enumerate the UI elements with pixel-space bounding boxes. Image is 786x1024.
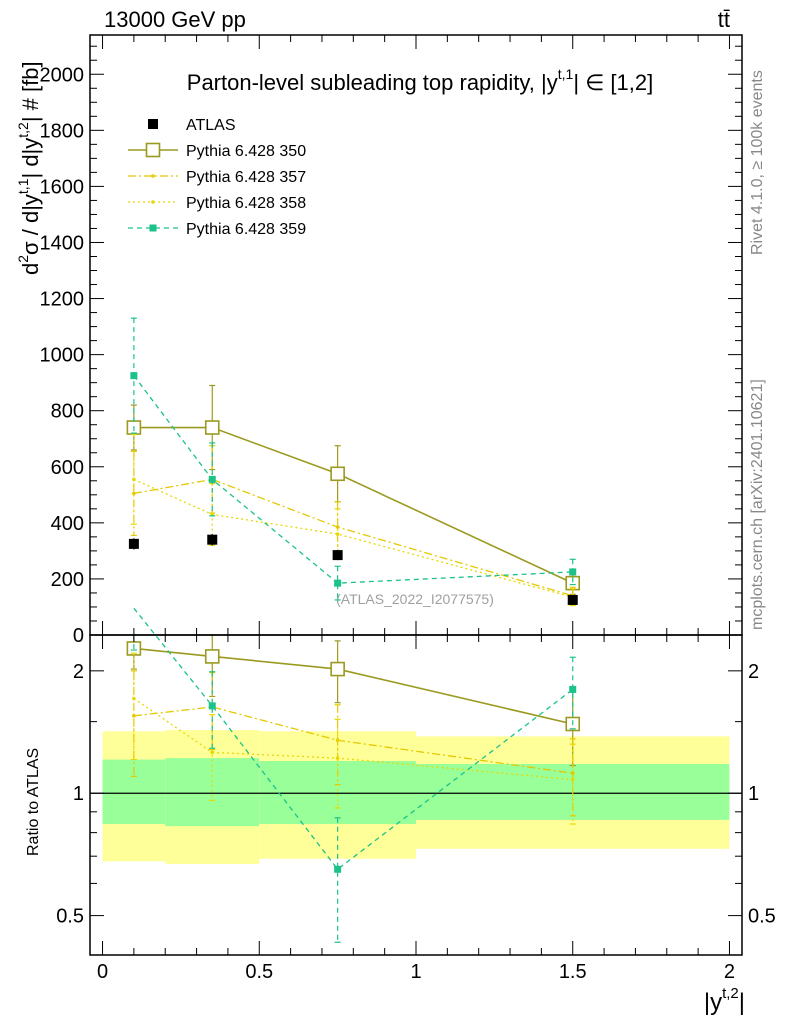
y-tick-label: 800 (51, 401, 84, 423)
x-label-tail: | (739, 989, 745, 1016)
y-label-d: d (18, 263, 43, 275)
atlas-data-point (128, 538, 139, 549)
chart-title-tail: | ∈ [1,2] (573, 70, 653, 95)
atlas-data-point (567, 594, 578, 605)
y-tick-label: 400 (51, 513, 84, 535)
x-tick-label: 1 (410, 961, 421, 983)
y-label-sup-2: 2 (15, 255, 31, 263)
x-tick-label: 0.5 (245, 961, 273, 983)
data-point-marker (132, 477, 136, 482)
data-point-marker (335, 532, 340, 536)
ratio-tick-label: 1 (73, 783, 84, 805)
y-tick-label: 2000 (40, 64, 85, 86)
y-tick-label: 1200 (40, 289, 85, 311)
legend-label-p359: Pythia 6.428 359 (186, 221, 306, 238)
data-point-marker (130, 372, 138, 380)
x-tick-label: 1.5 (559, 961, 587, 983)
ratio-plot-area (90, 607, 742, 943)
ratio-y-axis-label: Ratio to ATLAS (25, 748, 42, 856)
legend: ATLAS Pythia 6.428 350 Pythia 6.428 357 Pyt… (128, 117, 306, 238)
data-point-marker (145, 142, 161, 158)
x-tick-label: 0 (97, 961, 108, 983)
data-point-marker (334, 579, 342, 587)
series-line-p350 (133, 426, 574, 584)
y-tick-label: 0 (73, 625, 84, 647)
data-point-marker (570, 771, 575, 776)
y-axis-label: d2σ / d|yt,1| d|yt,2| # [fb] (15, 61, 43, 275)
data-point-marker (570, 777, 575, 782)
data-point-marker (569, 685, 577, 693)
analysis-watermark: (ATLAS_2022_I2077575) (336, 591, 494, 607)
x-axis-label: |yt,2| (704, 985, 745, 1016)
y-label-sup-t2: t,2 (15, 122, 31, 138)
series-line-p357 (133, 478, 573, 597)
data-point-marker (204, 649, 220, 664)
ratio-line-p357 (133, 706, 573, 774)
ratio-line-p359 (133, 607, 574, 871)
data-point-marker (132, 491, 136, 496)
legend-label-p357: Pythia 6.428 357 (186, 169, 306, 186)
y-tick-label: 1600 (40, 176, 85, 198)
data-point-marker (149, 224, 157, 232)
x-label-main: |y (704, 989, 722, 1016)
y-label-mid2: | d|y (18, 138, 43, 179)
atlas-data-point (207, 534, 218, 545)
chart-title: Parton-level subleading top rapidity, |y… (187, 66, 653, 95)
data-point-marker (151, 200, 155, 204)
mcplots-label: mcplots.cern.ch [arXiv:2401.10621] (749, 379, 766, 630)
data-point-marker (330, 466, 345, 482)
x-tick-label: 2 (724, 961, 735, 983)
series-line-p358 (133, 478, 573, 598)
ratio-tick-label-right: 2 (748, 661, 759, 683)
x-label-superscript: t,2 (722, 985, 739, 1002)
data-point-marker (210, 750, 215, 755)
ratio-line-p350 (133, 647, 573, 725)
main-plot-area (126, 317, 581, 607)
y-tick-label: 1400 (40, 232, 85, 254)
y-label-mid: σ / d|y (18, 194, 43, 255)
legend-label-p358: Pythia 6.428 358 (186, 195, 306, 212)
y-tick-label: 1800 (40, 120, 85, 142)
data-point-marker (335, 756, 340, 760)
ratio-tick-label-right: 1 (748, 783, 759, 805)
data-point-marker (151, 174, 155, 178)
data-point-marker (330, 661, 345, 677)
atlas-data-point (332, 550, 343, 561)
data-point-marker (335, 525, 340, 529)
data-point-marker (132, 714, 136, 718)
data-point-marker (569, 568, 577, 576)
y-tick-label: 1000 (40, 345, 85, 367)
chart-title-main: Parton-level subleading top rapidity, |y (187, 70, 558, 95)
header-process-label: tt̄ (718, 7, 730, 32)
data-point-marker (132, 696, 136, 701)
data-point-marker (204, 420, 220, 435)
data-point-marker (334, 865, 342, 873)
y-tick-label: 600 (51, 457, 84, 479)
series-line-p359 (133, 375, 573, 584)
legend-label-p350: Pythia 6.428 350 (186, 143, 306, 160)
ratio-tick-label-right: 0.5 (748, 906, 776, 928)
y-tick-label: 200 (51, 569, 84, 591)
data-point-marker (208, 475, 216, 483)
rivet-version-label: Rivet 4.1.0, ≥ 100k events (749, 70, 766, 255)
ratio-tick-label: 2 (73, 661, 84, 683)
legend-atlas-label: ATLAS (186, 117, 236, 134)
data-point-marker (208, 702, 216, 710)
ratio-tick-label: 0.5 (56, 906, 84, 928)
chart-title-superscript: t,1 (558, 66, 574, 82)
y-label-sup-t1: t,1 (15, 178, 31, 194)
legend-atlas-marker (148, 119, 158, 129)
header-collision-label: 13000 GeV pp (104, 7, 246, 32)
y-label-unit: | # [fb] (18, 61, 43, 122)
ratio-band-inner (165, 758, 260, 827)
